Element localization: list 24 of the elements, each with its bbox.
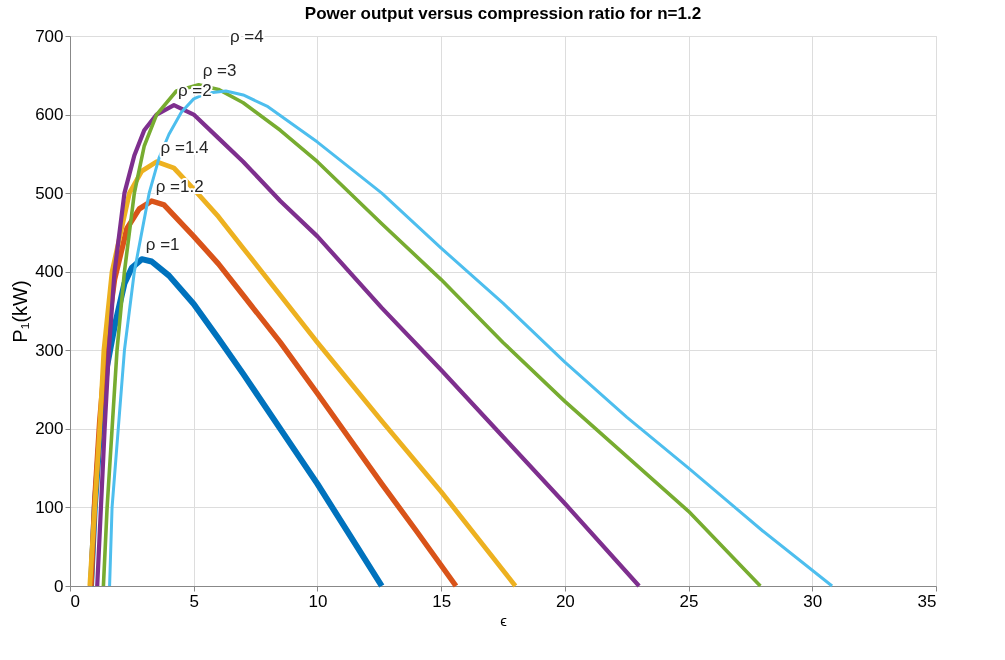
y-tick-label: 200 — [35, 419, 64, 439]
chart-title: Power output versus compression ratio for n=1.2 — [304, 4, 702, 23]
x-tick-label: 15 — [432, 591, 452, 611]
x-tick-label: 35 — [917, 591, 937, 611]
x-tick-label: 30 — [803, 591, 823, 611]
y-tick-label: 0 — [54, 576, 64, 596]
y-tick-label: 100 — [35, 497, 64, 517]
x-tick-label: 10 — [308, 591, 328, 611]
x-tick-label: 0 — [70, 591, 80, 611]
annotation: ρ =4 — [229, 27, 264, 46]
annotation: ρ =3 — [202, 60, 237, 80]
y-tick-label: 700 — [35, 26, 64, 46]
x-tick-label: 25 — [679, 591, 699, 611]
y-axis-title: P₁(kW) — [9, 280, 32, 343]
line-series — [95, 103, 642, 589]
y-tick-label: 500 — [35, 183, 64, 203]
x-tick-label: 20 — [555, 591, 575, 611]
x-axis-title: ϵ — [500, 611, 508, 629]
x-tick-label: 5 — [189, 591, 199, 611]
y-tick-label: 600 — [35, 105, 64, 125]
annotation: ρ =1 — [145, 235, 180, 255]
y-tick-label: 400 — [35, 262, 64, 282]
y-tick-label: 300 — [35, 340, 64, 360]
line-series — [87, 159, 518, 589]
